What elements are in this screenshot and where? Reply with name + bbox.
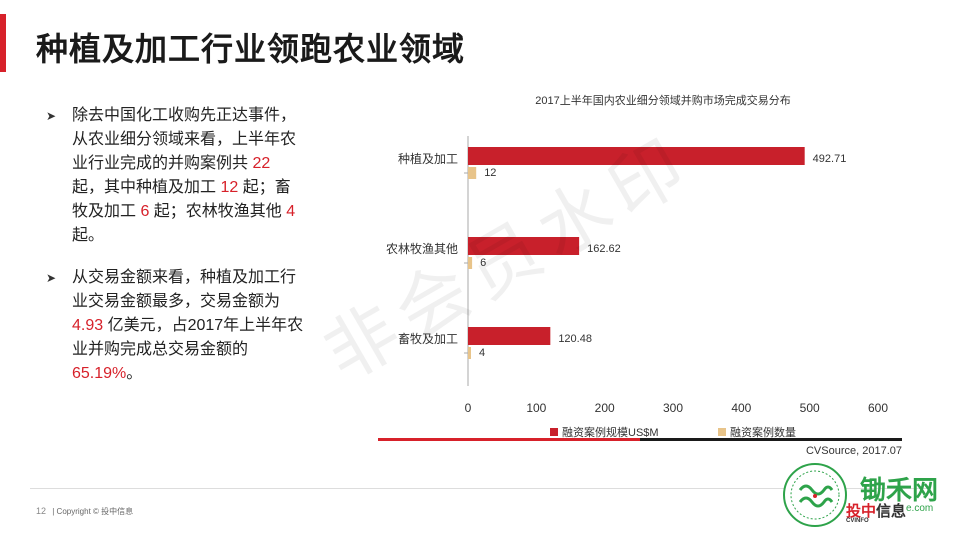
bar-scale <box>468 237 580 255</box>
data-label: 120.48 <box>558 333 592 345</box>
category-label: 农林牧渔其他 <box>386 242 458 256</box>
brand-sub: 投中信息 <box>846 502 907 520</box>
brand-logo-text: CVINFO <box>846 518 869 524</box>
category-label: 种植及加工 <box>398 151 458 166</box>
footer: 12 | Copyright © 投中信息 <box>36 506 134 516</box>
copyright-text: Copyright © 投中信息 <box>56 507 134 516</box>
page-title: 种植及加工行业领跑农业领域 <box>36 31 466 67</box>
x-tick-label: 400 <box>731 401 751 415</box>
page-number: 12 <box>36 506 47 516</box>
arrow-bullet-icon: ➤ <box>46 109 57 123</box>
bar-count <box>468 347 471 359</box>
legend-label: 融资案例数量 <box>730 425 796 438</box>
x-tick-label: 0 <box>465 401 472 415</box>
brand-url: e.com <box>906 503 934 514</box>
source-divider <box>378 438 902 441</box>
data-label: 12 <box>484 167 496 179</box>
data-label: 162.62 <box>587 243 621 255</box>
bullet-item-2: ➤ 从交易金额来看，种植及加工行业交易金额最多，交易金额为 4.93 亿美元，占… <box>46 266 306 386</box>
x-tick-label: 600 <box>868 401 888 415</box>
brand-logo-icon <box>783 463 847 527</box>
chart-title: 2017上半年国内农业细分领域并购市场完成交易分布 <box>535 93 790 107</box>
bullet-list: ➤ 除去中国化工收购先正达事件，从农业细分领域来看，上半年农业行业完成的并购案例… <box>46 104 306 404</box>
footer-divider <box>30 488 930 489</box>
bullet-item-1: ➤ 除去中国化工收购先正达事件，从农业细分领域来看，上半年农业行业完成的并购案例… <box>46 104 306 248</box>
arrow-bullet-icon: ➤ <box>46 271 57 285</box>
bar-scale <box>468 327 551 345</box>
data-label: 4 <box>479 347 485 359</box>
category-label: 畜牧及加工 <box>398 331 458 346</box>
bar-count <box>468 257 473 269</box>
bar-scale <box>468 147 805 165</box>
bar-count <box>468 167 477 179</box>
data-label: 492.71 <box>813 153 847 165</box>
brand-name: 锄禾网 <box>860 476 939 506</box>
legend-label: 融资案例规模US$M <box>562 425 659 438</box>
legend-swatch <box>550 428 558 436</box>
x-tick-label: 100 <box>526 401 546 415</box>
source-note: CVSource, 2017.07 <box>805 445 902 457</box>
legend-swatch <box>718 428 726 436</box>
data-label: 6 <box>480 257 486 269</box>
title-accent-bar <box>0 14 6 72</box>
x-tick-label: 500 <box>800 401 820 415</box>
source-divider-accent <box>378 438 640 441</box>
x-tick-label: 200 <box>595 401 615 415</box>
x-tick-label: 300 <box>663 401 683 415</box>
